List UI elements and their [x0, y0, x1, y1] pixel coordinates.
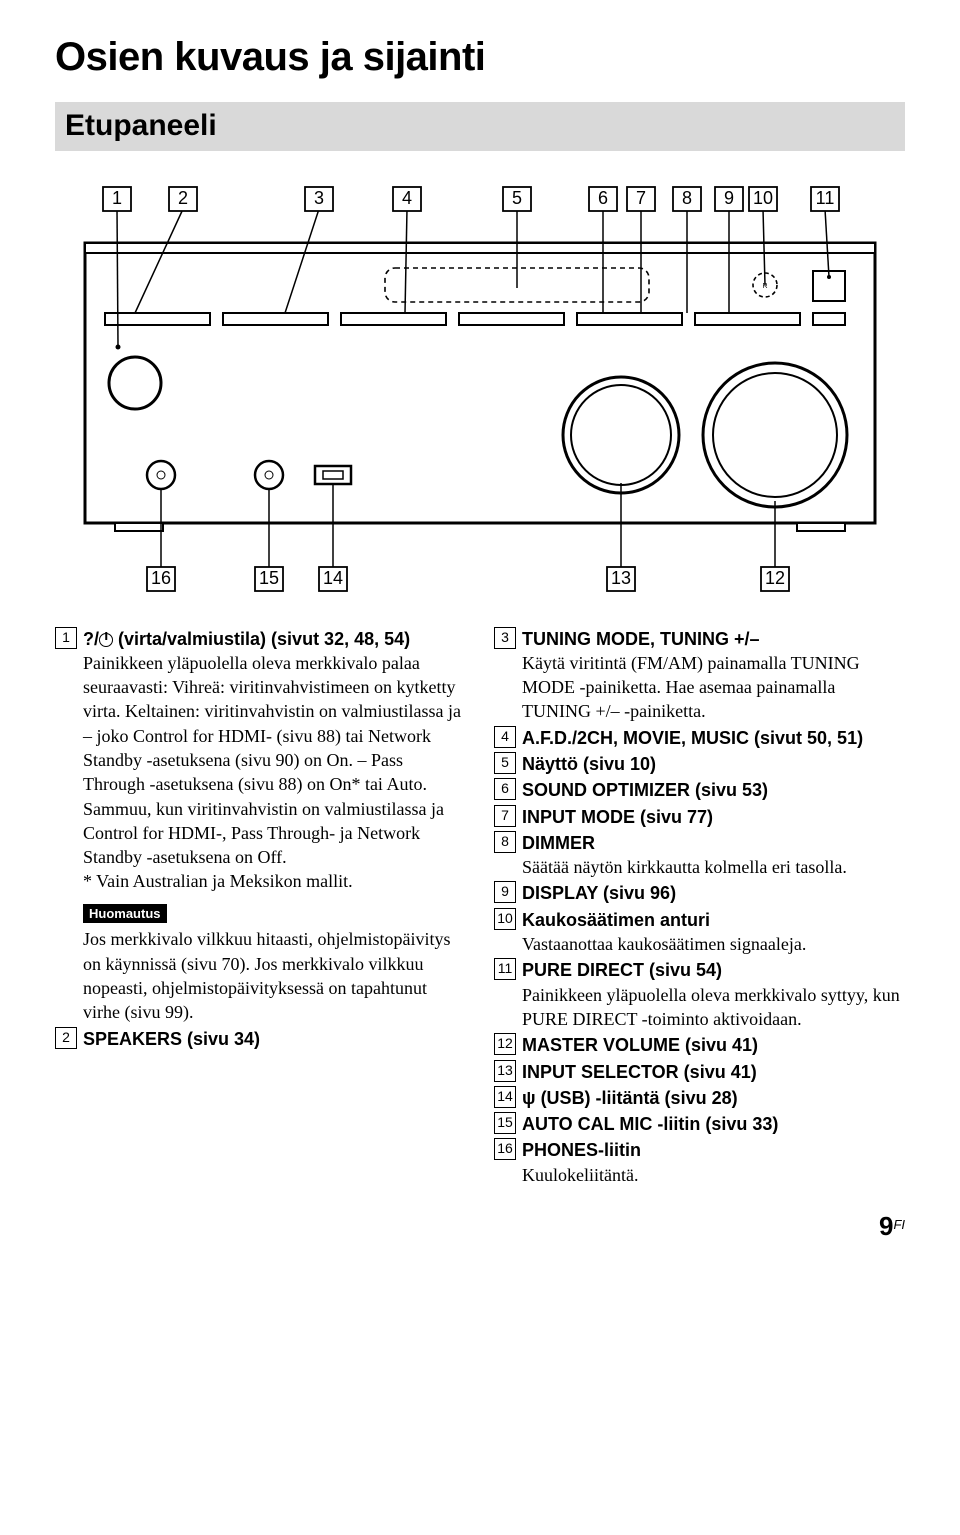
front-panel-diagram: R 1 2 3 4 — [55, 173, 905, 603]
entry-5: 5 Näyttö (sivu 10) — [494, 752, 905, 776]
svg-text:8: 8 — [682, 188, 692, 208]
svg-text:10: 10 — [753, 188, 773, 208]
right-column: 3 TUNING MODE, TUNING +/–Käytä viritintä… — [494, 627, 905, 1190]
page-number: 9FI — [55, 1209, 905, 1244]
entry-12: 12 MASTER VOLUME (sivu 41) — [494, 1033, 905, 1057]
entry-head: A.F.D./2CH, MOVIE, MUSIC (sivut 50, 51) — [522, 726, 905, 750]
entry-number: 13 — [494, 1060, 522, 1084]
description-columns: 1 ?/ (virta/valmiustila) (sivut 32, 48, … — [55, 627, 905, 1190]
entry-footnote: * Vain Australian ja Meksikon mallit. — [83, 869, 466, 893]
svg-text:11: 11 — [816, 188, 835, 208]
svg-text:9: 9 — [724, 188, 734, 208]
entry-desc: Painikkeen yläpuolella oleva merkkivalo … — [83, 651, 466, 870]
entry-1: 1 ?/ (virta/valmiustila) (sivut 32, 48, … — [55, 627, 466, 1025]
entry-head: PURE DIRECT (sivu 54) — [522, 958, 905, 982]
entry-number: 14 — [494, 1086, 522, 1110]
svg-text:3: 3 — [314, 188, 324, 208]
svg-text:4: 4 — [402, 188, 412, 208]
svg-text:14: 14 — [323, 568, 343, 588]
entry-head: INPUT MODE (sivu 77) — [522, 805, 905, 829]
entry-6: 6 SOUND OPTIMIZER (sivu 53) — [494, 778, 905, 802]
entry-head: ?/ (virta/valmiustila) (sivut 32, 48, 54… — [83, 627, 466, 651]
entry-note: Jos merkkivalo vilkkuu hitaasti, ohjelmi… — [83, 927, 466, 1024]
entry-head: Näyttö (sivu 10) — [522, 752, 905, 776]
svg-text:7: 7 — [636, 188, 646, 208]
entry-3: 3 TUNING MODE, TUNING +/–Käytä viritintä… — [494, 627, 905, 724]
entry-head: ψ (USB) -liitäntä (sivu 28) — [522, 1086, 905, 1110]
power-icon — [99, 633, 113, 647]
note-label: Huomautus — [83, 904, 167, 924]
entry-10: 10 Kaukosäätimen anturiVastaanottaa kauk… — [494, 908, 905, 957]
entry-number: 7 — [494, 805, 522, 829]
entry-number: 9 — [494, 881, 522, 905]
entry-desc: Käytä viritintä (FM/AM) painamalla TUNIN… — [522, 651, 905, 724]
entry-16: 16 PHONES-liitinKuulokeliitäntä. — [494, 1138, 905, 1187]
page-title: Osien kuvaus ja sijainti — [55, 30, 905, 84]
entry-number: 10 — [494, 908, 522, 957]
entry-number: 16 — [494, 1138, 522, 1187]
entry-head: DIMMER — [522, 831, 905, 855]
entry-head: AUTO CAL MIC -liitin (sivu 33) — [522, 1112, 905, 1136]
entry-8: 8 DIMMERSäätää näytön kirkkautta kolmell… — [494, 831, 905, 880]
svg-text:16: 16 — [151, 568, 171, 588]
entry-desc: Kuulokeliitäntä. — [522, 1163, 905, 1187]
entry-head: SPEAKERS (sivu 34) — [83, 1027, 466, 1051]
entry-14: 14 ψ (USB) -liitäntä (sivu 28) — [494, 1086, 905, 1110]
entry-2: 2 SPEAKERS (sivu 34) — [55, 1027, 466, 1051]
entry-number: 1 — [55, 627, 83, 1025]
entry-13: 13 INPUT SELECTOR (sivu 41) — [494, 1060, 905, 1084]
entry-7: 7 INPUT MODE (sivu 77) — [494, 805, 905, 829]
svg-text:12: 12 — [765, 568, 785, 588]
entry-number: 6 — [494, 778, 522, 802]
entry-desc: Painikkeen yläpuolella oleva merkkivalo … — [522, 983, 905, 1032]
entry-11: 11 PURE DIRECT (sivu 54)Painikkeen yläpu… — [494, 958, 905, 1031]
entry-15: 15 AUTO CAL MIC -liitin (sivu 33) — [494, 1112, 905, 1136]
diagram-svg: R 1 2 3 4 — [55, 173, 905, 603]
svg-text:6: 6 — [598, 188, 608, 208]
entry-head: DISPLAY (sivu 96) — [522, 881, 905, 905]
entry-head: PHONES-liitin — [522, 1138, 905, 1162]
entry-desc: Vastaanottaa kaukosäätimen signaaleja. — [522, 932, 905, 956]
svg-text:2: 2 — [178, 188, 188, 208]
entry-number: 4 — [494, 726, 522, 750]
entry-9: 9 DISPLAY (sivu 96) — [494, 881, 905, 905]
entry-4: 4 A.F.D./2CH, MOVIE, MUSIC (sivut 50, 51… — [494, 726, 905, 750]
entry-number: 5 — [494, 752, 522, 776]
entry-desc: Säätää näytön kirkkautta kolmella eri ta… — [522, 855, 905, 879]
svg-text:5: 5 — [512, 188, 522, 208]
entry-head: SOUND OPTIMIZER (sivu 53) — [522, 778, 905, 802]
svg-text:13: 13 — [611, 568, 631, 588]
section-heading: Etupaneeli — [55, 102, 905, 151]
svg-text:15: 15 — [259, 568, 279, 588]
svg-text:1: 1 — [112, 188, 122, 208]
entry-number: 11 — [494, 958, 522, 1031]
entry-head: TUNING MODE, TUNING +/– — [522, 627, 905, 651]
entry-number: 8 — [494, 831, 522, 880]
usb-icon: ψ — [522, 1088, 536, 1108]
entry-number: 2 — [55, 1027, 83, 1051]
entry-head: Kaukosäätimen anturi — [522, 908, 905, 932]
entry-head: INPUT SELECTOR (sivu 41) — [522, 1060, 905, 1084]
entry-head: MASTER VOLUME (sivu 41) — [522, 1033, 905, 1057]
left-column: 1 ?/ (virta/valmiustila) (sivut 32, 48, … — [55, 627, 466, 1190]
entry-number: 12 — [494, 1033, 522, 1057]
entry-number: 15 — [494, 1112, 522, 1136]
entry-number: 3 — [494, 627, 522, 724]
